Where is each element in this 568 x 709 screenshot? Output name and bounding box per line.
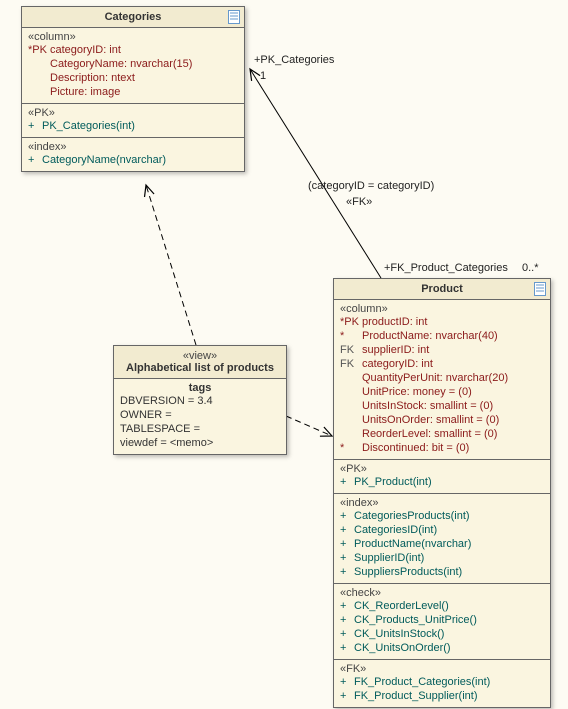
product-pk-stereo: «PK»	[340, 463, 544, 475]
vis-plus: +	[340, 675, 354, 689]
entity-view[interactable]: «view» Alphabetical list of products tag…	[113, 345, 287, 455]
col-text: ReorderLevel: smallint = (0)	[362, 428, 497, 440]
col-text: UnitsInStock: smallint = (0)	[362, 400, 493, 412]
vis-plus: +	[340, 551, 354, 565]
table-icon	[228, 10, 240, 24]
col-prefix: *PK	[28, 43, 50, 57]
fk-association-line	[250, 69, 381, 278]
col-prefix: *PK	[340, 315, 362, 329]
categories-pk-section: «PK» +PK_Categories(int)	[22, 104, 244, 138]
member-text: CategoriesID(int)	[354, 524, 437, 536]
vis-plus: +	[340, 627, 354, 641]
vis-plus: +	[340, 509, 354, 523]
vis-plus: +	[28, 119, 42, 133]
categories-pk-stereo: «PK»	[28, 107, 238, 119]
product-check-section: «check» +CK_ReorderLevel() +CK_Products_…	[334, 584, 550, 660]
fk-mult-many: 0..*	[522, 262, 539, 274]
col-text: supplierID: int	[362, 344, 429, 356]
entity-categories[interactable]: Categories «column» *PKcategoryID: int C…	[21, 6, 245, 172]
entity-view-stereo: «view»	[118, 350, 282, 362]
col-text: CategoryName: nvarchar(15)	[50, 58, 192, 70]
entity-product[interactable]: Product «column» *PKproductID: int *Prod…	[333, 278, 551, 708]
member-text: FK_Product_Categories(int)	[354, 676, 490, 688]
col-text: categoryID: int	[362, 358, 433, 370]
product-column-stereo: «column»	[340, 303, 544, 315]
member-text: PK_Product(int)	[354, 476, 432, 488]
entity-view-title-text: Alphabetical list of products	[118, 362, 282, 374]
col-text: ProductName: nvarchar(40)	[362, 330, 498, 342]
col-prefix: FK	[340, 357, 362, 371]
col-prefix: FK	[340, 343, 362, 357]
vis-plus: +	[340, 689, 354, 703]
product-index-stereo: «index»	[340, 497, 544, 509]
vis-plus: +	[340, 523, 354, 537]
entity-view-title: «view» Alphabetical list of products	[114, 346, 286, 379]
col-prefix: *	[340, 329, 362, 343]
fk-role-fk: +FK_Product_Categories	[384, 262, 508, 274]
tag-row: OWNER =	[120, 408, 280, 422]
tag-row: DBVERSION = 3.4	[120, 394, 280, 408]
member-text: CK_UnitsInStock()	[354, 628, 444, 640]
member-text: SuppliersProducts(int)	[354, 566, 462, 578]
categories-column-stereo: «column»	[28, 31, 238, 43]
col-text: productID: int	[362, 316, 427, 328]
col-text: QuantityPerUnit: nvarchar(20)	[362, 372, 508, 384]
member-text: FK_Product_Supplier(int)	[354, 690, 478, 702]
vis-plus: +	[340, 565, 354, 579]
vis-plus: +	[340, 641, 354, 655]
fk-join-expr: (categoryID = categoryID)	[308, 180, 434, 192]
member-text: CategoryName(nvarchar)	[42, 154, 166, 166]
col-prefix: *	[340, 441, 362, 455]
vis-plus: +	[340, 537, 354, 551]
member-text: PK_Categories(int)	[42, 120, 135, 132]
fk-mult-1: 1	[260, 70, 266, 82]
fk-role-pk: +PK_Categories	[254, 54, 334, 66]
vis-plus: +	[28, 153, 42, 167]
dependency-view-to-categories	[146, 185, 196, 345]
dependency-view-to-product	[286, 416, 332, 436]
col-text: Discontinued: bit = (0)	[362, 442, 469, 454]
categories-index-section: «index» +CategoryName(nvarchar)	[22, 138, 244, 171]
vis-plus: +	[340, 613, 354, 627]
vis-plus: +	[340, 475, 354, 489]
entity-categories-title-text: Categories	[105, 11, 162, 23]
tag-row: TABLESPACE =	[120, 422, 280, 436]
product-check-stereo: «check»	[340, 587, 544, 599]
entity-categories-title: Categories	[22, 7, 244, 28]
view-tags-title: tags	[120, 382, 280, 394]
member-text: CategoriesProducts(int)	[354, 510, 470, 522]
col-text: UnitsOnOrder: smallint = (0)	[362, 414, 499, 426]
member-text: ProductName(nvarchar)	[354, 538, 471, 550]
entity-product-title: Product	[334, 279, 550, 300]
member-text: SupplierID(int)	[354, 552, 424, 564]
col-text: UnitPrice: money = (0)	[362, 386, 472, 398]
product-columns-section: «column» *PKproductID: int *ProductName:…	[334, 300, 550, 460]
entity-product-title-text: Product	[421, 283, 463, 295]
fk-stereotype-lbl: «FK»	[346, 196, 372, 208]
product-fk-section: «FK» +FK_Product_Categories(int) +FK_Pro…	[334, 660, 550, 707]
col-text: categoryID: int	[50, 44, 121, 56]
view-tags-section: tags DBVERSION = 3.4 OWNER = TABLESPACE …	[114, 379, 286, 454]
col-text: Picture: image	[50, 86, 120, 98]
vis-plus: +	[340, 599, 354, 613]
categories-columns-section: «column» *PKcategoryID: int CategoryName…	[22, 28, 244, 104]
col-text: Description: ntext	[50, 72, 135, 84]
product-pk-section: «PK» +PK_Product(int)	[334, 460, 550, 494]
categories-index-stereo: «index»	[28, 141, 238, 153]
table-icon	[534, 282, 546, 296]
member-text: CK_UnitsOnOrder()	[354, 642, 451, 654]
product-fk-stereo: «FK»	[340, 663, 544, 675]
member-text: CK_Products_UnitPrice()	[354, 614, 477, 626]
member-text: CK_ReorderLevel()	[354, 600, 449, 612]
tag-row: viewdef = <memo>	[120, 436, 280, 450]
product-index-section: «index» +CategoriesProducts(int) +Catego…	[334, 494, 550, 584]
